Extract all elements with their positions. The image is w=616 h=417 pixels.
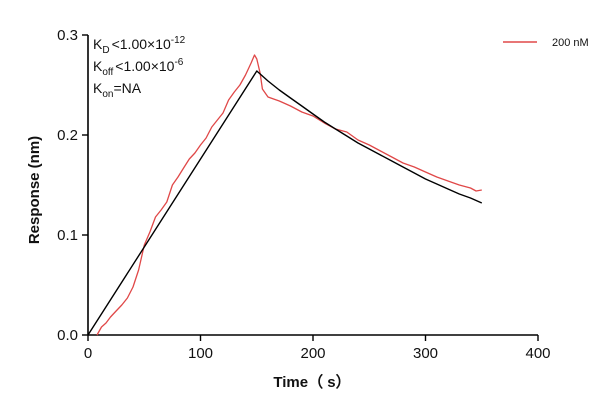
y-tick-label: 0.1 bbox=[57, 227, 78, 244]
ticks: 0 100 200 300 400 0.0 0.1 0.2 0.3 bbox=[57, 27, 550, 362]
koff-value: 1.00×10 bbox=[123, 58, 174, 74]
x-tick-label: 300 bbox=[413, 345, 438, 362]
kon-value: NA bbox=[122, 80, 142, 96]
kon-annotation: Kon=NA bbox=[93, 80, 142, 100]
koff-sub: off bbox=[102, 67, 113, 78]
kon-rel: = bbox=[113, 80, 121, 96]
kon-sub: on bbox=[102, 89, 113, 100]
kd-base: K bbox=[93, 36, 103, 52]
kd-rel: < bbox=[112, 36, 120, 52]
koff-rel: < bbox=[115, 58, 123, 74]
legend: 200 nM bbox=[503, 37, 589, 49]
koff-exp: -6 bbox=[174, 57, 183, 68]
y-tick-label: 0.2 bbox=[57, 127, 78, 144]
y-tick-label: 0.0 bbox=[57, 327, 78, 344]
koff-base: K bbox=[93, 58, 103, 74]
kon-base: K bbox=[93, 80, 103, 96]
kd-annotation: KD <1.00×10-12 bbox=[93, 35, 186, 56]
y-tick-label: 0.3 bbox=[57, 27, 78, 44]
kd-value: 1.00×10 bbox=[120, 36, 171, 52]
x-tick-label: 100 bbox=[188, 345, 213, 362]
series-fit-line bbox=[87, 70, 483, 336]
legend-label-200nm: 200 nM bbox=[552, 37, 589, 49]
kinetics-annotation: KD <1.00×10-12 Koff <1.00×10-6 Kon=NA bbox=[93, 35, 186, 100]
plot-area bbox=[87, 54, 483, 336]
axes bbox=[87, 35, 538, 336]
x-axis-title: Time（ s） bbox=[273, 373, 350, 391]
series-line-200nm bbox=[96, 54, 482, 336]
kd-sub: D bbox=[102, 45, 109, 56]
kd-exp: -12 bbox=[171, 35, 186, 46]
y-axis-title: Response (nm) bbox=[26, 136, 43, 244]
x-tick-label: 200 bbox=[300, 345, 325, 362]
x-tick-label: 400 bbox=[525, 345, 550, 362]
koff-annotation: Koff <1.00×10-6 bbox=[93, 57, 184, 78]
x-tick-label: 0 bbox=[84, 345, 92, 362]
